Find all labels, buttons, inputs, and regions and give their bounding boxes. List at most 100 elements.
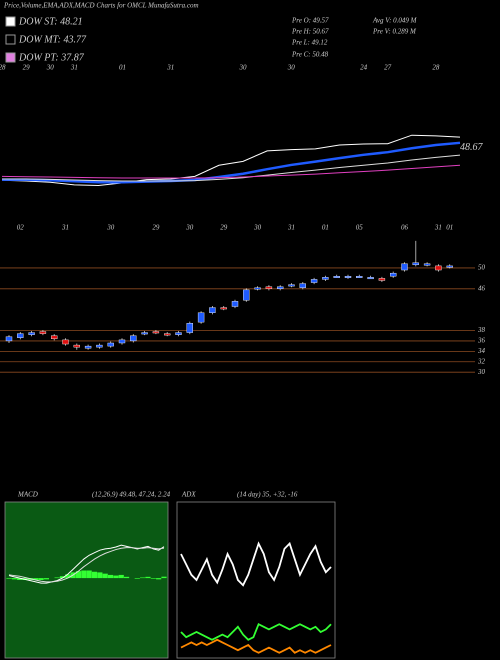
histogram-bar bbox=[33, 578, 39, 580]
legend-item: DOW ST: 48.21 bbox=[18, 16, 83, 27]
x-tick-label: 05 bbox=[356, 224, 364, 232]
histogram-bar bbox=[17, 578, 23, 580]
candle-body bbox=[243, 289, 250, 301]
histogram-bar bbox=[140, 577, 146, 579]
candle-body bbox=[28, 332, 35, 335]
histogram-bar bbox=[81, 570, 87, 579]
candle-body bbox=[356, 276, 363, 278]
histogram-bar bbox=[150, 578, 156, 579]
line bbox=[180, 638, 332, 654]
candle-body bbox=[333, 276, 340, 278]
candle-body bbox=[39, 331, 47, 334]
price-info: Pre O: 49.57 bbox=[291, 17, 329, 25]
adx-subtitle: (14 day) 35, +32, -16 bbox=[237, 491, 298, 499]
legend-item: DOW MT: 43.77 bbox=[18, 34, 87, 45]
candle-body bbox=[220, 307, 227, 310]
candle-body bbox=[175, 332, 182, 335]
candle-body bbox=[423, 263, 431, 266]
volume-info: Pre V: 0.289 M bbox=[372, 28, 417, 36]
x-tick-label: 31 bbox=[434, 224, 442, 232]
legend-swatch bbox=[5, 52, 16, 63]
histogram-bar bbox=[161, 576, 167, 579]
candle-body bbox=[84, 345, 92, 349]
histogram-bar bbox=[134, 578, 140, 579]
x-tick-label: 28 bbox=[0, 64, 6, 72]
x-tick-label: 01 bbox=[119, 64, 126, 72]
line bbox=[2, 141, 461, 184]
x-tick-label: 31 bbox=[287, 224, 295, 232]
candle-body bbox=[288, 284, 295, 287]
candle-body bbox=[344, 276, 352, 278]
x-tick-label: 29 bbox=[152, 224, 160, 232]
candle-body bbox=[367, 277, 374, 280]
candle-body bbox=[5, 336, 13, 342]
y-tick-label: 46 bbox=[478, 284, 486, 292]
candle-body bbox=[299, 283, 306, 288]
x-tick-label: 06 bbox=[401, 224, 409, 232]
histogram-bar bbox=[156, 578, 162, 580]
x-tick-label: 01 bbox=[322, 224, 329, 232]
x-tick-label: 28 bbox=[432, 64, 440, 72]
candle-body bbox=[152, 331, 160, 334]
candle-body bbox=[322, 277, 329, 280]
histogram-bar bbox=[107, 574, 114, 579]
candle-body bbox=[51, 335, 58, 340]
histogram-bar bbox=[145, 576, 151, 579]
histogram-bar bbox=[97, 572, 103, 579]
histogram-bar bbox=[54, 577, 60, 579]
y-tick-label: 50 bbox=[478, 264, 486, 272]
y-tick-label: 32 bbox=[477, 357, 486, 365]
macd-subtitle: (12,26,9) 49.48, 47.24, 2.24 bbox=[92, 491, 171, 499]
candle-body bbox=[401, 263, 408, 271]
histogram-bar bbox=[43, 578, 49, 580]
y-tick-label: 38 bbox=[477, 326, 486, 334]
histogram-bar bbox=[59, 576, 66, 579]
volume-info: Avg V: 0.049 M bbox=[372, 17, 418, 25]
x-tick-label: 01 bbox=[446, 224, 453, 232]
x-tick-label: 30 bbox=[253, 224, 262, 232]
line bbox=[180, 541, 332, 587]
candle-body bbox=[254, 287, 261, 290]
candle-body bbox=[73, 344, 81, 348]
candle-body bbox=[378, 278, 386, 281]
candle-body bbox=[435, 265, 442, 271]
legend-swatch bbox=[5, 16, 16, 27]
x-tick-label: 29 bbox=[23, 64, 31, 72]
x-tick-label: 30 bbox=[239, 64, 248, 72]
x-tick-label: 29 bbox=[220, 224, 228, 232]
candle-body bbox=[186, 322, 194, 333]
x-tick-label: 24 bbox=[360, 64, 368, 72]
candle-body bbox=[265, 286, 273, 290]
candle-body bbox=[197, 312, 205, 323]
line bbox=[1, 134, 461, 187]
histogram-bar bbox=[65, 574, 71, 579]
histogram-bar bbox=[102, 573, 108, 579]
candle-body bbox=[130, 335, 137, 342]
candle-body bbox=[446, 265, 453, 268]
line bbox=[8, 547, 165, 583]
histogram-bar bbox=[75, 571, 82, 579]
line bbox=[180, 622, 332, 641]
candle-body bbox=[412, 262, 419, 266]
candle-body bbox=[310, 279, 318, 283]
candle-body bbox=[231, 301, 239, 307]
x-tick-label: 02 bbox=[17, 224, 25, 232]
histogram-bar bbox=[91, 571, 98, 579]
candle-body bbox=[96, 344, 103, 348]
price-info: Pre H: 50.67 bbox=[291, 28, 329, 36]
x-tick-label: 30 bbox=[46, 64, 55, 72]
line bbox=[2, 154, 461, 182]
histogram-bar bbox=[86, 570, 92, 579]
candle-body bbox=[62, 339, 69, 345]
candle-body bbox=[17, 333, 24, 338]
y-tick-label: 34 bbox=[477, 347, 486, 355]
price-info: Pre C: 50.48 bbox=[291, 51, 329, 59]
histogram-bar bbox=[38, 578, 44, 580]
candle-body bbox=[209, 307, 216, 313]
y-tick-label: 36 bbox=[477, 337, 486, 345]
x-tick-label: 30 bbox=[185, 224, 194, 232]
x-tick-label: 30 bbox=[287, 64, 296, 72]
candle-body bbox=[107, 342, 114, 347]
adx-title: ADX bbox=[181, 491, 196, 499]
